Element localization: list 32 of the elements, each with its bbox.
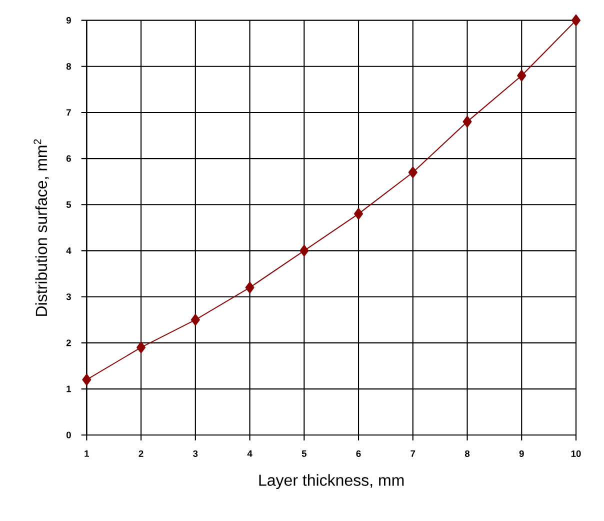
y-tick-label: 9: [66, 17, 71, 24]
point: [408, 166, 418, 178]
y-tick-label: 0: [66, 432, 71, 438]
point: [571, 14, 581, 26]
y-tick-label: 4: [66, 247, 72, 254]
x-tick-label: 4: [247, 450, 252, 457]
point: [136, 342, 146, 354]
x-tick-label: 3: [193, 450, 198, 457]
y-tick-label: 6: [66, 155, 71, 162]
point: [462, 116, 472, 128]
point: [190, 314, 200, 326]
x-tick-label: 1: [84, 450, 90, 457]
y-axis-title: Distribution surface, mm$^{2}$: [34, 139, 49, 316]
point: [300, 244, 309, 257]
x-tick-label: 9: [519, 450, 524, 457]
point: [354, 208, 364, 220]
y-tick-label: 7: [66, 109, 71, 116]
point: [82, 374, 92, 386]
point: [245, 282, 254, 294]
y-tick-label: 5: [66, 201, 72, 208]
x-axis-title: Layer thickness, mm: [259, 474, 404, 490]
x-tick-label: 8: [464, 450, 470, 457]
x-tick-label: 10: [571, 450, 581, 457]
y-tick-label: 8: [66, 63, 71, 70]
x-tick-label: 6: [356, 450, 361, 457]
x-tick-label: 2: [138, 450, 144, 457]
y-tick-label: 2: [66, 340, 71, 346]
x-tick-label: 7: [410, 450, 416, 457]
x-tick-label: 5: [302, 450, 306, 457]
point: [517, 70, 526, 82]
y-tick-label: 1: [66, 386, 72, 392]
y-tick-label: 3: [66, 293, 71, 300]
